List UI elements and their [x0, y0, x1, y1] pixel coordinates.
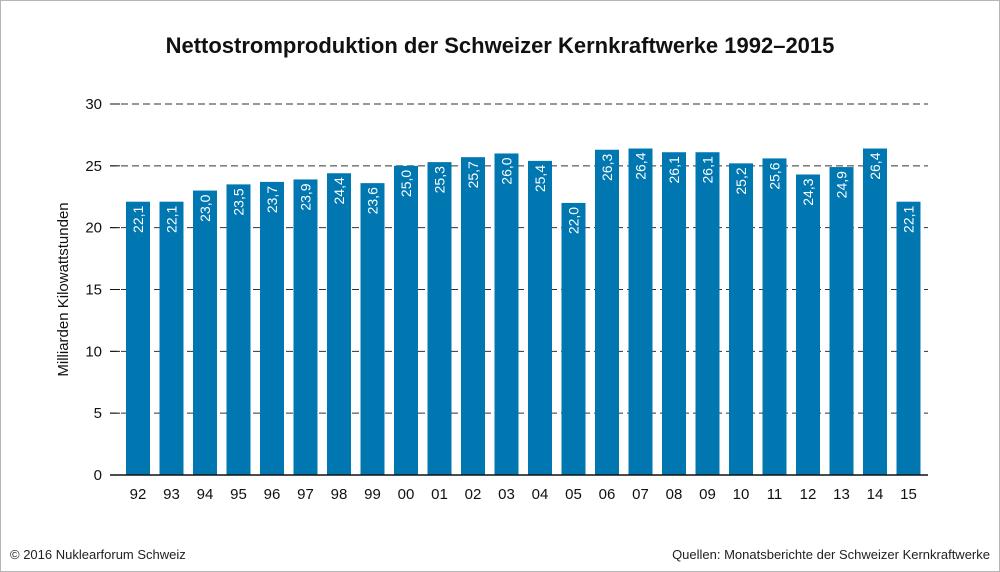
x-tick-label: 10 — [733, 486, 750, 503]
y-tick-label: 30 — [85, 96, 102, 113]
source-note: Quellen: Monatsberichte der Schweizer Ke… — [672, 547, 990, 562]
bar — [293, 179, 318, 476]
bar-value-label: 23,7 — [264, 186, 280, 213]
bar — [829, 167, 854, 475]
x-tick-label: 08 — [666, 486, 683, 503]
y-tick-label: 25 — [85, 158, 102, 175]
bar-value-label: 24,4 — [331, 177, 347, 204]
bar — [260, 181, 284, 475]
bar-value-label: 25,6 — [767, 162, 783, 189]
x-tick-label: 02 — [465, 486, 482, 503]
x-tick-label: 01 — [431, 486, 448, 503]
bar — [528, 160, 552, 476]
x-tick-label: 04 — [532, 486, 549, 503]
bar — [796, 174, 820, 476]
bar — [461, 157, 485, 475]
y-tick-label: 5 — [94, 405, 102, 422]
bar-value-label: 23,5 — [231, 188, 247, 215]
x-tick-label: 14 — [867, 486, 884, 503]
x-tick-label: 13 — [833, 486, 850, 503]
x-tick-label: 06 — [599, 486, 616, 503]
y-axis-title: Milliarden Kilowattstunden — [55, 202, 72, 376]
bar — [561, 202, 586, 475]
x-tick-label: 99 — [364, 486, 381, 503]
bar-value-label: 26,4 — [633, 152, 649, 179]
bar-value-label: 25,7 — [465, 161, 481, 188]
x-tick-label: 15 — [900, 486, 917, 503]
bar — [729, 163, 753, 476]
x-tick-label: 09 — [699, 486, 716, 503]
x-tick-label: 93 — [163, 486, 180, 503]
bar-value-label: 26,3 — [599, 154, 615, 181]
bar — [126, 201, 150, 476]
copyright-note: © 2016 Nuklearforum Schweiz — [10, 547, 186, 562]
bar-value-label: 25,2 — [733, 167, 749, 194]
y-tick-label: 20 — [85, 220, 102, 237]
bar-value-label: 22,1 — [901, 205, 917, 232]
bar-value-label: 26,1 — [666, 156, 682, 183]
bar — [863, 148, 887, 475]
x-tick-label: 92 — [130, 486, 147, 503]
bar-value-label: 24,9 — [834, 171, 850, 198]
bar-value-label: 25,0 — [398, 170, 414, 197]
y-tick-label: 10 — [85, 343, 102, 360]
bar-value-label: 24,3 — [800, 178, 816, 205]
bar-value-label: 26,4 — [867, 152, 883, 179]
bar — [360, 183, 385, 475]
bar-value-label: 25,4 — [532, 165, 548, 192]
bar-value-label: 23,6 — [365, 187, 381, 214]
x-tick-label: 05 — [565, 486, 582, 503]
bar — [896, 201, 921, 476]
bar — [695, 152, 720, 476]
x-tick-label: 96 — [264, 486, 281, 503]
x-tick-label: 11 — [767, 486, 783, 503]
bar-value-label: 22,1 — [164, 205, 180, 232]
x-tick-label: 97 — [297, 486, 314, 503]
x-tick-label: 12 — [800, 486, 817, 503]
bar — [595, 149, 619, 476]
bar-value-label: 23,0 — [197, 194, 213, 221]
bar-value-label: 26,0 — [499, 157, 515, 184]
bar — [662, 152, 686, 476]
x-tick-label: 03 — [498, 486, 515, 503]
bar — [762, 158, 787, 475]
x-tick-label: 07 — [632, 486, 649, 503]
bar — [494, 153, 519, 475]
chart-title: Nettostromproduktion der Schweizer Kernk… — [165, 33, 835, 58]
x-tick-label: 94 — [197, 486, 214, 503]
bar-value-label: 22,1 — [130, 205, 146, 232]
bar — [394, 165, 418, 476]
bar — [226, 184, 251, 475]
bar — [628, 148, 653, 475]
bar-value-label: 25,3 — [432, 166, 448, 193]
bar — [327, 173, 351, 475]
y-tick-label: 0 — [94, 467, 102, 484]
bar — [193, 190, 217, 476]
x-tick-label: 95 — [230, 486, 247, 503]
bar-value-label: 26,1 — [700, 156, 716, 183]
x-tick-label: 98 — [331, 486, 348, 503]
bar — [427, 162, 452, 475]
y-tick-label: 15 — [85, 282, 102, 299]
bar — [159, 201, 184, 476]
bar-value-label: 23,9 — [298, 183, 314, 210]
x-tick-label: 00 — [398, 486, 415, 503]
bar-value-label: 22,0 — [566, 207, 582, 234]
